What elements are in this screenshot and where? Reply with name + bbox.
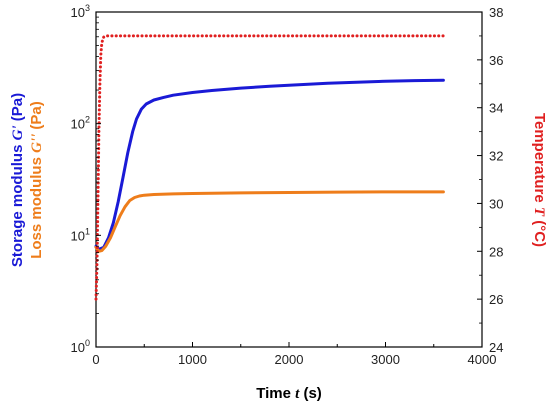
y-right-title-suffix: (°C)	[531, 216, 548, 247]
x-tick-label: 3000	[371, 352, 400, 367]
series-line-temperature	[94, 34, 445, 301]
y-left-tick-exp: 2	[85, 115, 90, 125]
y-left-tick-label: 102	[71, 115, 90, 132]
x-axis-title-prefix: Time	[256, 385, 295, 402]
y-right-tick-label: 26	[489, 292, 503, 307]
y-right-tick-label: 24	[489, 340, 503, 355]
y-right-tick-label: 30	[489, 196, 503, 211]
y-left-title-loss-prefix: Loss modulus	[28, 153, 45, 259]
y-left-title-storage-symbol: G'	[10, 125, 26, 140]
y-right-tick-label: 28	[489, 244, 503, 259]
y-left-tick-base: 10	[71, 340, 85, 355]
y-left-tick-exp: 3	[85, 3, 90, 13]
y-right-tick-label: 36	[489, 53, 503, 68]
x-axis-title-symbol: t	[295, 386, 300, 402]
y-left-title-storage-suffix: (Pa)	[9, 93, 26, 126]
series-line-storage	[94, 78, 445, 251]
y-left-tick-exp: 1	[85, 226, 90, 236]
tick-layer: 0 1000 2000 3000 400010010110210324262830323…	[71, 3, 504, 367]
y-left-tick-label: 101	[71, 226, 90, 243]
series-line-loss	[94, 190, 445, 253]
y-left-tick-label: 103	[71, 3, 90, 20]
x-tick-label: 0	[92, 352, 99, 367]
y-left-tick-base: 10	[71, 228, 85, 243]
y-left-title-loss-suffix: (Pa)	[28, 101, 45, 134]
x-tick-label: 1000	[178, 352, 207, 367]
y-left-title-storage-prefix: Storage modulus	[9, 140, 26, 267]
x-tick-label: 4000	[468, 352, 497, 367]
y-right-title-symbol: T	[531, 207, 547, 217]
y-left-tick-label: 100	[71, 338, 90, 355]
y-right-title: Temperature T (°C)	[531, 113, 548, 247]
x-tick-label: 2000	[275, 352, 304, 367]
y-left-title-loss-symbol: G''	[29, 134, 45, 153]
y-left-tick-base: 10	[71, 117, 85, 132]
y-right-tick-label: 32	[489, 149, 503, 164]
y-right-tick-label: 38	[489, 5, 503, 20]
y-left-tick-exp: 0	[85, 338, 90, 348]
series-layer	[94, 34, 445, 301]
y-left-title-storage: Storage modulus G' (Pa)	[9, 93, 26, 267]
y-right-tick-label: 34	[489, 101, 503, 116]
y-right-title-prefix: Temperature	[531, 113, 548, 207]
x-axis-title-suffix: (s)	[299, 385, 322, 402]
plot-frame	[95, 11, 483, 348]
x-axis-title: Time t (s)	[256, 385, 322, 402]
y-left-title-loss: Loss modulus G'' (Pa)	[28, 101, 45, 259]
y-left-tick-base: 10	[71, 5, 85, 20]
